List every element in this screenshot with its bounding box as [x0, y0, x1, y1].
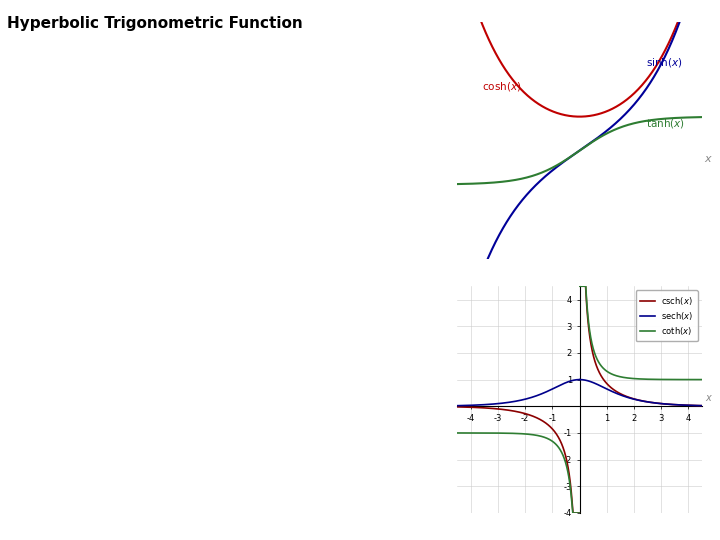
- Text: $\tanh(x)$: $\tanh(x)$: [646, 117, 685, 130]
- Text: $x$: $x$: [705, 393, 713, 403]
- Text: $\sinh(x)$: $\sinh(x)$: [646, 56, 683, 69]
- Text: Hyperbolic Trigonometric Function: Hyperbolic Trigonometric Function: [7, 16, 303, 31]
- Legend: $\mathrm{csch}(x)$, $\mathrm{sech}(x)$, $\mathrm{coth}(x)$: $\mathrm{csch}(x)$, $\mathrm{sech}(x)$, …: [636, 291, 698, 341]
- Text: $x$: $x$: [704, 154, 714, 165]
- Text: $\cosh(x)$: $\cosh(x)$: [482, 80, 521, 93]
